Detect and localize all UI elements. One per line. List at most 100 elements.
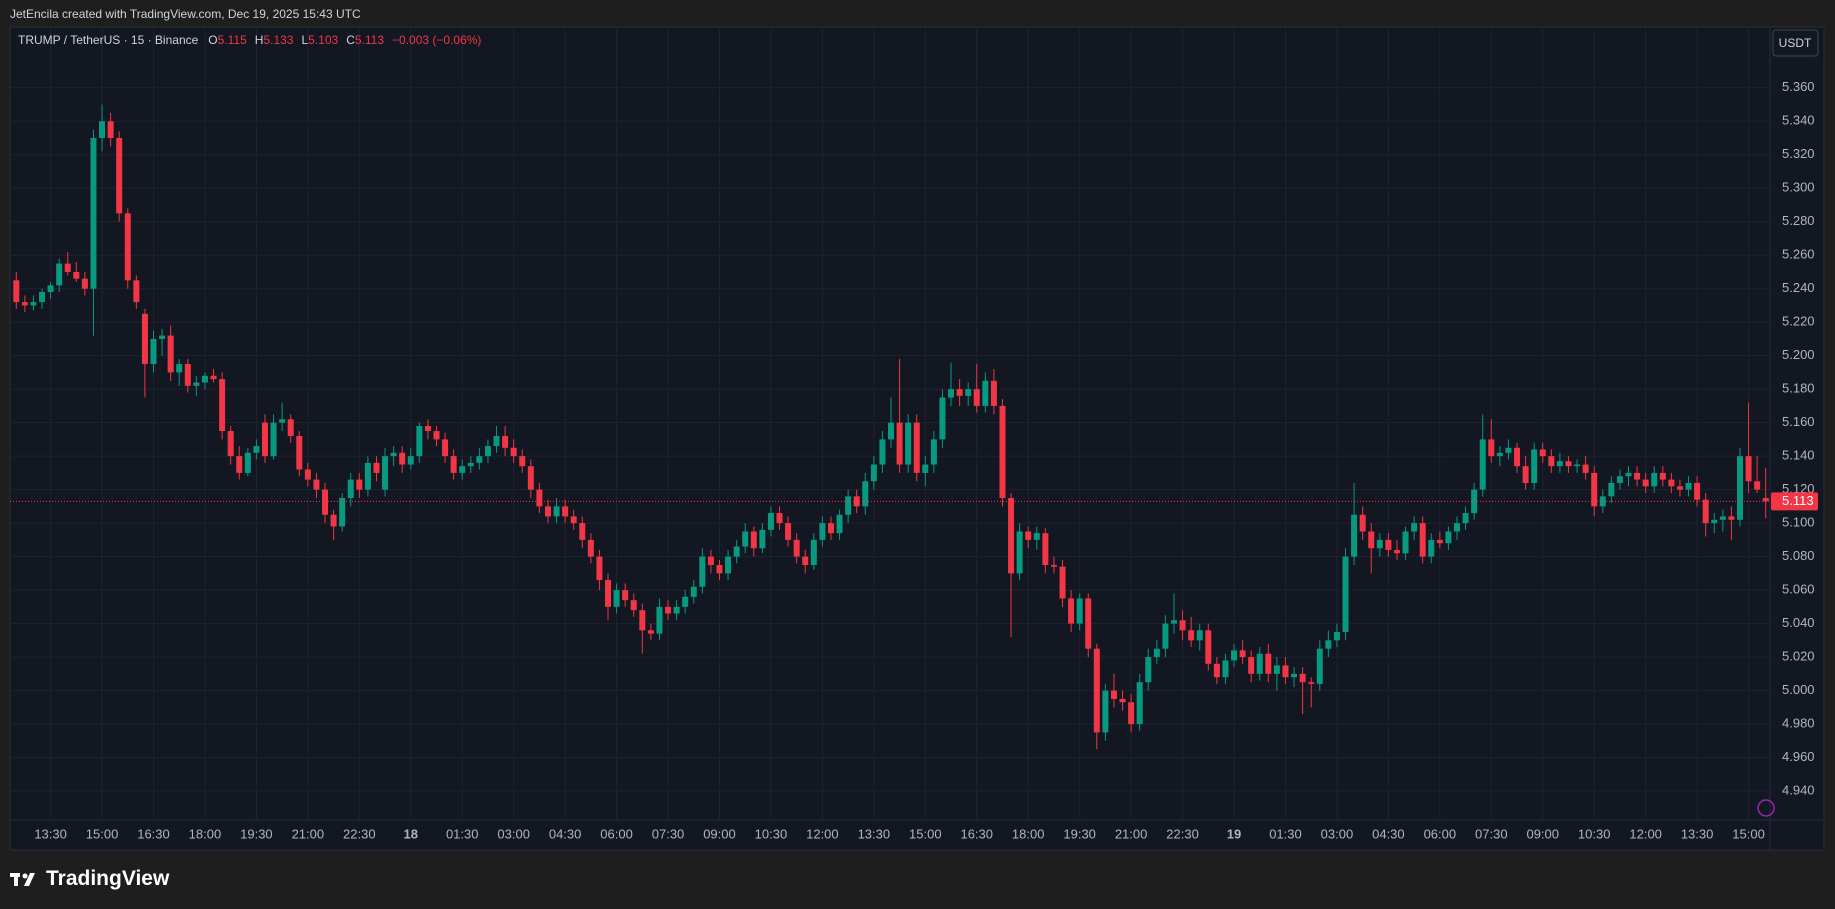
x-tick-label: 03:00 — [497, 826, 530, 841]
ohlc-value: 5.103 — [308, 33, 339, 47]
candle-body — [1076, 598, 1083, 624]
candle-body — [1505, 447, 1512, 453]
y-tick-label: 5.260 — [1782, 247, 1815, 262]
x-tick-label: 04:30 — [549, 826, 582, 841]
y-tick-label: 4.940 — [1782, 782, 1815, 797]
candle-body — [433, 431, 440, 440]
candle-body — [64, 263, 71, 272]
ohlc-value: 5.113 — [354, 33, 385, 47]
candle-body — [81, 278, 88, 289]
ohlc-label: O — [208, 33, 218, 47]
candle-body — [673, 606, 680, 614]
candle-body — [382, 456, 389, 490]
candle-body — [1033, 533, 1040, 540]
candle-body — [836, 514, 843, 534]
candle-body — [407, 456, 414, 465]
candle-body — [159, 335, 166, 339]
candle-body — [750, 531, 757, 549]
currency-label: USDT — [1779, 36, 1812, 50]
candle-body — [1068, 598, 1075, 624]
candle-body — [1462, 513, 1469, 524]
x-tick-label: 15:00 — [909, 826, 942, 841]
candle-body — [167, 335, 174, 373]
candle-body — [1548, 456, 1555, 467]
candle-body — [201, 375, 208, 383]
y-tick-label: 4.980 — [1782, 715, 1815, 730]
candle-body — [1265, 653, 1272, 674]
y-tick-label: 5.080 — [1782, 548, 1815, 563]
candle-body — [279, 419, 286, 423]
candle-body — [339, 498, 346, 527]
candle-body — [210, 375, 217, 380]
candle-body — [99, 121, 106, 139]
candle-body — [176, 364, 183, 373]
candle-body — [1531, 449, 1538, 483]
brand-name: TradingView — [46, 867, 170, 890]
candle-body — [1419, 523, 1426, 557]
x-tick-label: 07:30 — [1475, 826, 1508, 841]
candle-body — [1754, 481, 1761, 490]
candle-body — [1514, 447, 1521, 467]
x-tick-label: 06:00 — [1424, 826, 1457, 841]
candle-body — [1393, 549, 1400, 554]
x-tick-label: 15:00 — [1732, 826, 1765, 841]
candle-body — [1453, 523, 1460, 532]
symbol: TRUMP / TetherUS · 15 · Binance — [18, 33, 199, 47]
candle-body — [1608, 482, 1615, 497]
candle-body — [1702, 499, 1709, 524]
candle-body — [193, 382, 200, 386]
candle-body — [1736, 456, 1743, 520]
brand-logo — [10, 873, 35, 886]
brand: TradingView — [10, 864, 169, 894]
alert-icon[interactable] — [1757, 799, 1775, 817]
candle-body — [1676, 486, 1683, 490]
candle-body — [1625, 472, 1632, 477]
candle-body — [1291, 673, 1298, 678]
candle-body — [1008, 498, 1015, 574]
candle-body — [116, 138, 123, 214]
candle-body — [1179, 620, 1186, 631]
candle-body — [527, 466, 534, 490]
candle-body — [887, 422, 895, 440]
candle-body — [1119, 698, 1126, 703]
x-tick-label: 16:30 — [137, 826, 170, 841]
ohlc-label: C — [346, 33, 355, 47]
last-price-box — [1771, 492, 1818, 511]
candle-body — [450, 456, 457, 473]
candle-body — [596, 556, 603, 581]
y-tick-label: 5.000 — [1782, 682, 1815, 697]
x-tick-label: 01:30 — [1269, 826, 1302, 841]
candle-body — [1668, 479, 1675, 487]
candle-body — [399, 452, 406, 465]
candle-body — [1213, 663, 1220, 678]
candle-body — [1059, 566, 1066, 599]
candle-body — [1385, 539, 1392, 550]
candle-body — [90, 138, 97, 289]
candle-body — [1694, 482, 1701, 500]
candle-body — [1325, 640, 1332, 649]
y-tick-label: 5.140 — [1782, 448, 1815, 463]
candle-body — [1411, 523, 1418, 532]
candle-body — [982, 380, 989, 406]
candle-body — [1239, 650, 1246, 658]
candle-body — [1102, 690, 1109, 733]
ohlc-value: 5.115 — [217, 33, 247, 47]
candle-body — [330, 514, 337, 527]
candle-body — [1762, 498, 1769, 502]
candle-body — [467, 462, 474, 467]
y-tick-label: 5.360 — [1782, 79, 1815, 94]
candle-body — [767, 513, 774, 530]
legend: TRUMP / TetherUS · 15 · Binance O 5.115 H 5… — [18, 33, 485, 47]
candle-body — [1231, 650, 1238, 661]
ohlc-value: 5.133 — [263, 33, 294, 47]
candle-body — [1659, 472, 1666, 480]
candle-body — [827, 523, 834, 534]
currency-button[interactable] — [1772, 29, 1819, 57]
y-tick-label: 5.060 — [1782, 582, 1815, 597]
candle-body — [716, 564, 723, 574]
candle-body — [622, 590, 629, 601]
y-tick-label: 5.300 — [1782, 180, 1815, 195]
candle-body — [973, 389, 980, 406]
candle-body — [493, 436, 500, 447]
